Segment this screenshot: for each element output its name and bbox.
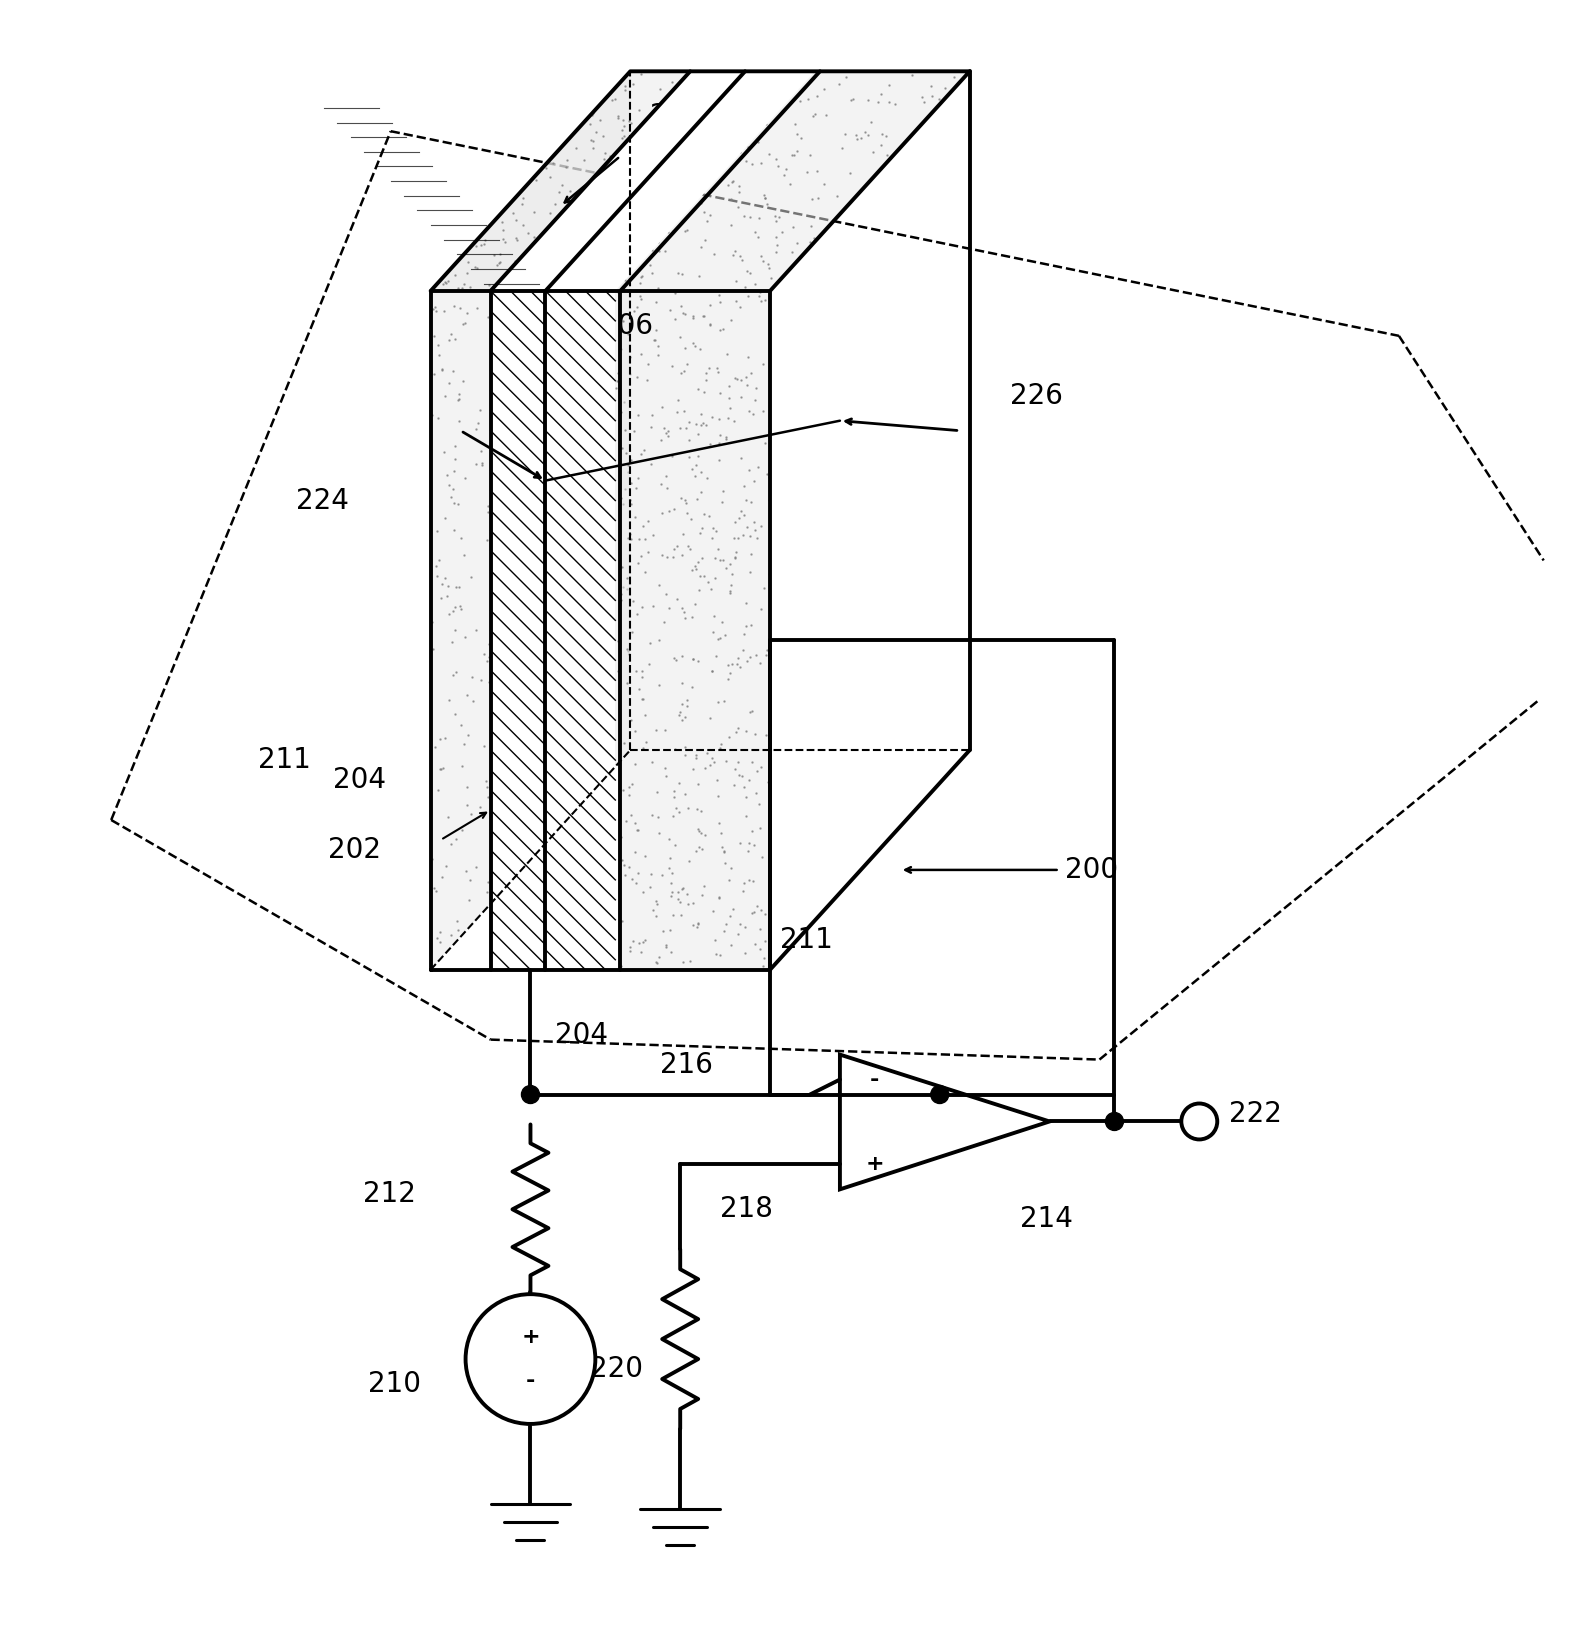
Polygon shape <box>545 72 815 291</box>
Text: 216: 216 <box>661 1050 713 1078</box>
Text: 206: 206 <box>601 312 653 340</box>
Circle shape <box>1181 1104 1217 1139</box>
Text: 218: 218 <box>720 1196 772 1224</box>
Text: 212: 212 <box>362 1180 416 1209</box>
Polygon shape <box>431 72 631 970</box>
Circle shape <box>931 1086 949 1104</box>
Text: 208: 208 <box>650 101 704 131</box>
Polygon shape <box>545 291 615 970</box>
Text: 222: 222 <box>1230 1101 1282 1129</box>
Text: 200: 200 <box>1065 856 1117 883</box>
Text: 204: 204 <box>556 1021 609 1049</box>
Text: 226: 226 <box>1009 381 1063 409</box>
Polygon shape <box>491 291 545 970</box>
Polygon shape <box>841 1055 1050 1189</box>
Text: 211: 211 <box>780 926 833 954</box>
Text: +: + <box>866 1155 883 1175</box>
Circle shape <box>466 1294 596 1423</box>
Polygon shape <box>491 72 745 291</box>
Text: 220: 220 <box>591 1355 644 1382</box>
Text: -: - <box>526 1371 535 1391</box>
Text: -: - <box>871 1070 880 1090</box>
Text: 202: 202 <box>327 836 381 864</box>
Text: 211: 211 <box>257 746 311 774</box>
Text: 214: 214 <box>1020 1206 1073 1234</box>
Polygon shape <box>431 72 969 291</box>
Text: +: + <box>521 1327 540 1346</box>
Circle shape <box>521 1086 539 1104</box>
Text: 204: 204 <box>332 766 386 793</box>
Text: 210: 210 <box>367 1369 421 1399</box>
Text: 224: 224 <box>296 486 348 515</box>
Polygon shape <box>620 291 771 970</box>
Circle shape <box>1106 1112 1123 1130</box>
